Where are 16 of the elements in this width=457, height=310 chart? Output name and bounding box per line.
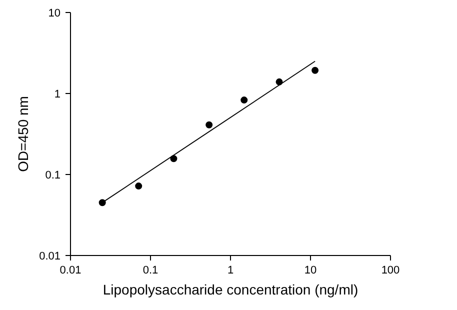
x-axis-title: Lipopolysaccharide concentration (ng/ml) (102, 282, 358, 298)
y-tick-label: 10 (48, 8, 61, 20)
point (240, 96, 248, 104)
y-tick-label: 0.1 (45, 170, 61, 182)
point (312, 66, 319, 74)
x-tick-label: 10 (304, 264, 317, 276)
point (206, 121, 213, 128)
point (98, 199, 106, 206)
x-tick-label: 100 (381, 264, 400, 276)
x-tick-label: 1 (227, 264, 234, 276)
x-tick-label: 0.01 (60, 264, 82, 276)
y-axis-title: OD=450 nm (15, 96, 32, 172)
point (135, 182, 142, 190)
x-tick-label: 0.1 (142, 264, 158, 276)
y-tick-label: 0.01 (39, 250, 61, 262)
y-tick-label: 1 (54, 88, 61, 100)
